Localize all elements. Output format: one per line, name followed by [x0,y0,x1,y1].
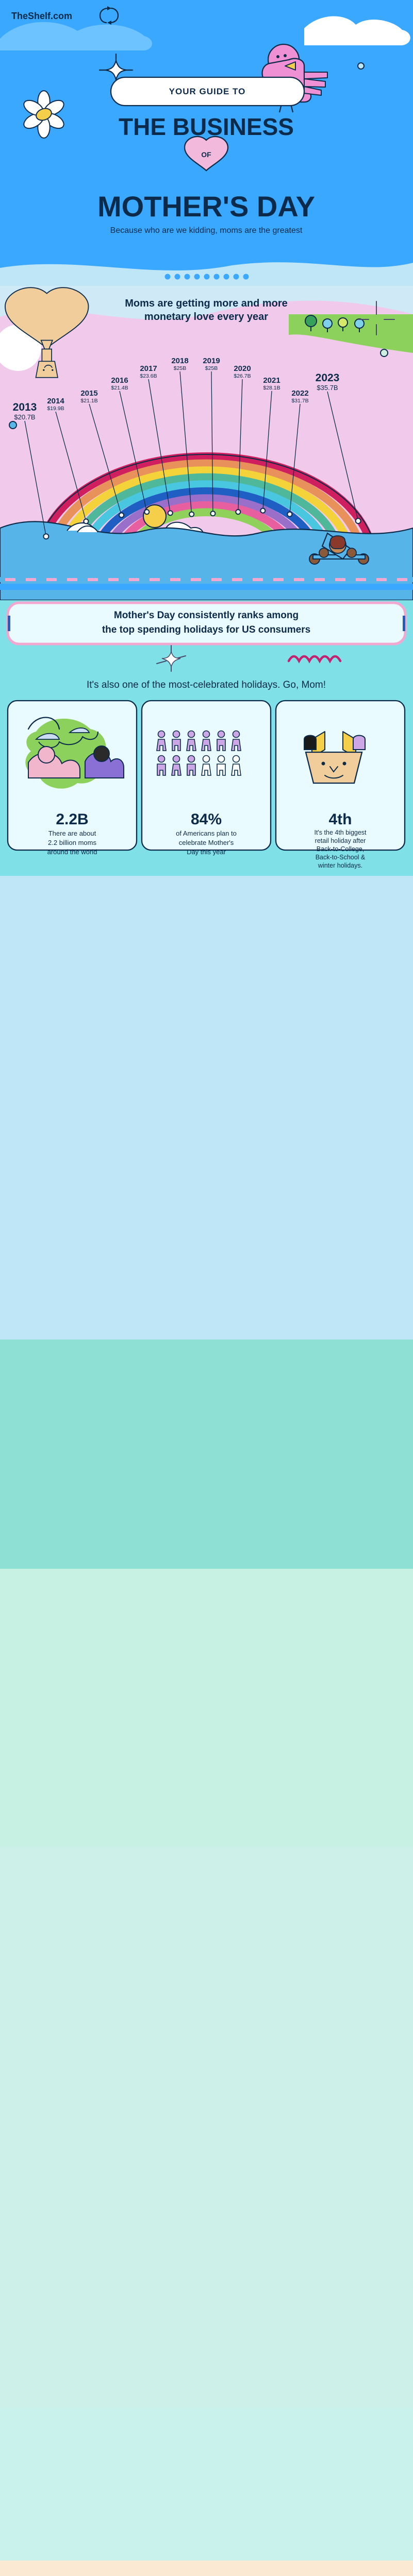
svg-text:It's also one of the most-cel: It's also one of the most-celebrated hol… [87,680,326,690]
svg-text:$35.7B: $35.7B [317,384,338,392]
svg-text:2020: 2020 [234,364,251,373]
svg-text:OF: OF [201,150,211,159]
svg-text:Day this year: Day this year [187,848,226,856]
svg-text:2019: 2019 [203,357,220,365]
svg-text:2018: 2018 [171,357,188,365]
svg-text:$25B: $25B [174,365,187,371]
svg-text:It's the 4th biggest: It's the 4th biggest [314,829,367,836]
svg-text:$19.9B: $19.9B [47,405,64,412]
svg-text:2.2 billion moms: 2.2 billion moms [48,839,96,846]
svg-text:2015: 2015 [80,389,97,398]
svg-text:MOTHER'S DAY: MOTHER'S DAY [97,190,315,223]
svg-text:$23.6B: $23.6B [140,373,157,379]
svg-text:2021: 2021 [263,376,280,385]
svg-text:Back-to-College,: Back-to-College, [317,845,364,853]
svg-text:2023: 2023 [316,372,340,384]
svg-text:$20.7B: $20.7B [14,413,35,421]
svg-text:2022: 2022 [291,389,308,398]
svg-text:monetary love every year: monetary love every year [144,311,268,323]
svg-text:of Americans plan to: of Americans plan to [176,829,237,837]
svg-text:$26.7B: $26.7B [234,373,251,379]
svg-text:$25B: $25B [205,365,218,371]
svg-text:Because who are we kidding, mo: Because who are we kidding, moms are the… [110,226,303,235]
svg-text:2017: 2017 [140,364,157,373]
svg-text:TheShelf.com: TheShelf.com [11,11,72,21]
svg-text:4th: 4th [329,811,352,828]
svg-text:84%: 84% [191,811,222,828]
svg-text:$31.7B: $31.7B [291,398,308,404]
svg-text:There are about: There are about [48,829,96,837]
svg-text:2016: 2016 [111,376,128,385]
svg-text:Moms are getting more and more: Moms are getting more and more [125,298,288,309]
svg-text:2013: 2013 [13,401,37,413]
svg-text:YOUR GUIDE TO: YOUR GUIDE TO [169,87,246,96]
svg-text:around the world: around the world [47,848,97,856]
svg-text:Mother's Day consistently rank: Mother's Day consistently ranks among [114,610,299,621]
svg-text:THE BUSINESS: THE BUSINESS [119,113,294,140]
svg-text:winter holidays.: winter holidays. [318,862,362,869]
svg-text:$28.1B: $28.1B [263,385,280,391]
svg-text:Back-to-School &: Back-to-School & [316,854,366,861]
svg-text:the top spending holidays for: the top spending holidays for US consume… [102,624,310,635]
svg-text:retail holiday after: retail holiday after [315,837,366,844]
svg-text:$21.1B: $21.1B [80,398,97,404]
svg-text:$21.4B: $21.4B [111,385,128,391]
svg-text:2014: 2014 [47,397,64,405]
svg-text:2.2B: 2.2B [56,811,88,828]
svg-text:celebrate Mother's: celebrate Mother's [179,839,234,846]
